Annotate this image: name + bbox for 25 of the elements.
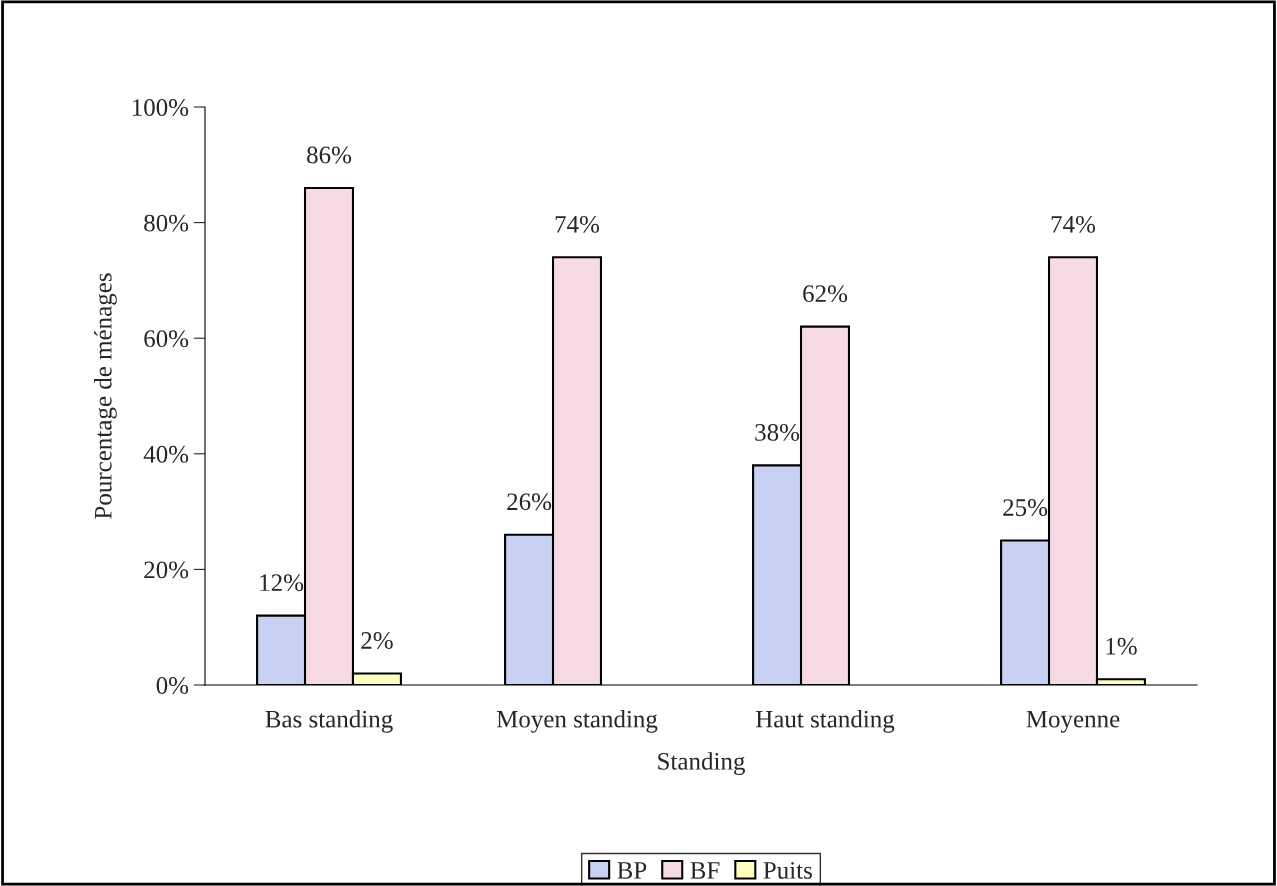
x-tick-label: Bas standing [265,710,393,733]
x-axis-title: Standing [658,752,745,775]
data-label: 1% [1106,637,1137,655]
data-label: 2% [361,632,393,649]
y-tick-label: 0% [156,677,189,694]
data-label: 62% [803,285,848,303]
data-label: 74% [555,215,600,233]
legend-label: BF [690,862,720,879]
data-label: 12% [260,574,304,592]
y-tick-label: 60% [144,330,189,348]
x-tick-label: Haut standing [755,710,895,733]
y-axis-title: Pourcentage de ménages [94,273,117,519]
data-label: 86% [307,146,352,164]
legend-label: Puits [763,862,812,879]
data-label: 25% [1003,499,1048,517]
y-tick-label: 20% [144,561,189,579]
y-tick-label: 40% [143,445,189,463]
x-tick-label: Moyenne [1026,710,1120,733]
y-tick-label: 80% [144,214,189,232]
data-label: 38% [755,423,800,441]
data-label: 74% [1051,215,1096,233]
y-tick-label: 100% [132,99,189,116]
data-label: 26% [507,493,552,511]
legend-label: BP [617,862,647,879]
x-tick-label: Moyen standing [496,710,658,733]
